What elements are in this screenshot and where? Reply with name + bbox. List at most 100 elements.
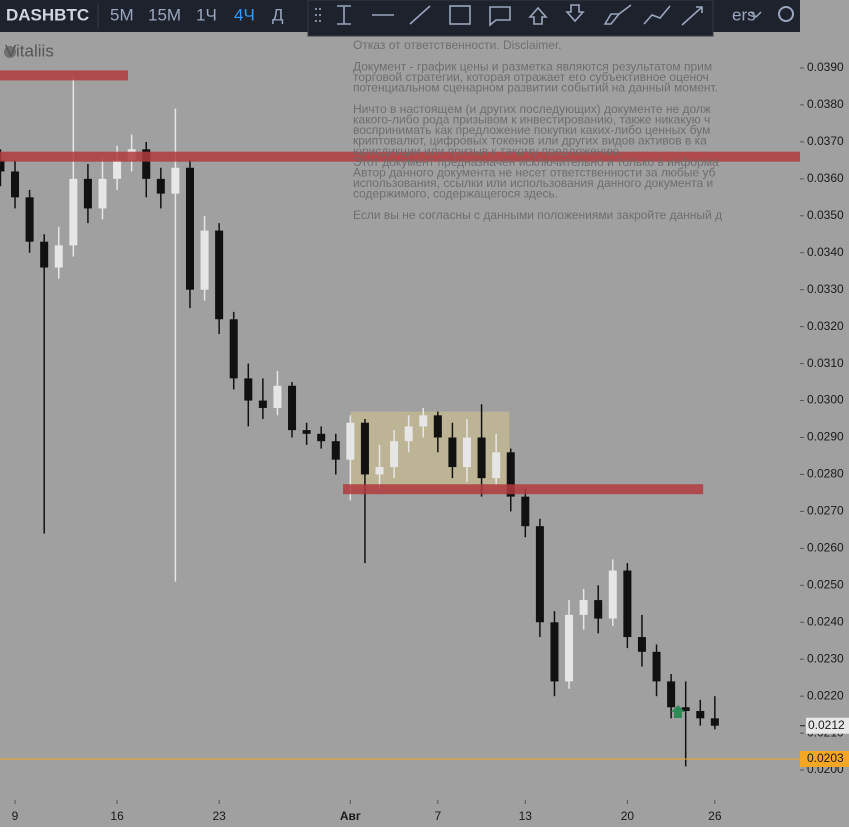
tool-path[interactable] — [643, 5, 671, 25]
tool-rectangle[interactable] — [449, 5, 471, 25]
x-tick-label: 7 — [434, 809, 441, 823]
y-tick-label: 0.0220 — [807, 688, 844, 702]
drawing-tools — [315, 4, 703, 27]
interval-button[interactable]: 5M — [110, 5, 134, 24]
candle-body — [521, 496, 530, 527]
symbol[interactable]: DASHBTC — [6, 5, 89, 24]
candle-body — [404, 426, 413, 442]
y-tick-label: 0.0280 — [807, 467, 844, 481]
last-price-label: 0.0212 — [808, 718, 845, 732]
candle-body — [346, 422, 355, 460]
y-tick-label: 0.0230 — [807, 651, 844, 665]
candle-body — [696, 710, 705, 719]
disclaimer: Отказ от ответственности. Disclaimer. Док… — [353, 38, 722, 222]
x-tick-label: 26 — [708, 809, 722, 823]
candle-body — [273, 385, 282, 408]
author[interactable]: Vitaliis — [5, 41, 54, 60]
candle-body — [215, 230, 224, 320]
candle-body — [477, 437, 486, 479]
tool-trendline[interactable] — [409, 5, 431, 25]
candle-body — [623, 570, 632, 638]
x-tick-label: 20 — [621, 809, 635, 823]
tool-callout[interactable] — [489, 6, 511, 27]
candle-body — [258, 400, 267, 408]
candle-body — [0, 160, 5, 172]
tool-cursor[interactable] — [337, 5, 351, 25]
y-tick-label: 0.0350 — [807, 208, 844, 222]
candle-body — [113, 160, 122, 179]
settings-icon[interactable] — [778, 6, 794, 22]
interval-button[interactable]: 15M — [148, 5, 181, 24]
candle-body — [244, 378, 253, 401]
indicators-button[interactable]: ers — [732, 5, 756, 24]
candle-body — [25, 197, 34, 242]
alert-label-box — [800, 750, 849, 767]
candle-body — [200, 230, 209, 290]
disclaimer-line: торговой стратегии, которая отражает его… — [353, 70, 709, 84]
candle-body — [667, 681, 676, 708]
candle-body — [710, 718, 719, 726]
dropdown-arrow[interactable] — [750, 11, 762, 19]
candle-body — [360, 422, 369, 475]
marker-arrow — [671, 705, 685, 718]
tool-brush[interactable] — [603, 4, 632, 25]
candle-body — [98, 178, 107, 209]
last-price-box — [806, 717, 849, 734]
disclaimer-line: Если вы не согласны с данными положениям… — [353, 208, 722, 222]
disclaimer-line: юрисдикции или призыв к такому предложен… — [353, 144, 622, 158]
disclaimer-line: Отказ от ответственности. Disclaimer. — [353, 38, 562, 52]
candle-body — [54, 245, 63, 268]
candle-body — [433, 415, 442, 438]
x-tick-label: 13 — [519, 809, 533, 823]
y-tick-label: 0.0250 — [807, 577, 844, 591]
interval-button[interactable]: Д — [272, 5, 284, 24]
candle-body — [637, 637, 646, 652]
candle-body — [156, 178, 165, 194]
y-tick-label: 0.0360 — [807, 171, 844, 185]
candle-body — [288, 385, 297, 431]
candle-body — [142, 149, 151, 179]
drag-handle[interactable] — [315, 8, 321, 22]
candle-body — [390, 441, 399, 468]
disclaimer-line: какого-либо рода призывом к инвестирован… — [353, 112, 710, 126]
disclaimer-line: криптовалют, цифровых токенов или других… — [353, 134, 707, 148]
candle-body — [419, 415, 428, 427]
y-tick-label: 0.0240 — [807, 614, 844, 628]
candle-body — [171, 167, 180, 194]
candle-body — [535, 526, 544, 623]
interval-button[interactable]: 1Ч — [196, 5, 217, 24]
x-tick-label: 16 — [110, 809, 124, 823]
candle-body — [652, 651, 661, 682]
alert-label: 0.0203 — [807, 751, 844, 765]
disclaimer-line: Этот документ предназначен исключительно… — [353, 155, 719, 169]
candle-body — [550, 622, 559, 682]
y-tick-label: 0.0310 — [807, 356, 844, 370]
level-line — [343, 484, 704, 495]
x-tick-label: 9 — [12, 809, 19, 823]
intervals: 5M 15M 1Ч 4Ч Д — [110, 5, 284, 24]
tool-arrow[interactable] — [681, 6, 703, 26]
x-tick-label: 23 — [212, 809, 226, 823]
tool-arrow-up[interactable] — [528, 6, 548, 25]
candle-body — [69, 178, 78, 246]
y-tick-label: 0.0320 — [807, 319, 844, 333]
candle-body — [185, 167, 194, 290]
candle-body — [83, 178, 92, 209]
x-tick-label: Авг — [340, 809, 361, 823]
y-tick-label: 0.0340 — [807, 245, 844, 259]
candle-body — [594, 600, 603, 619]
y-tick-label: 0.0390 — [807, 60, 844, 74]
candle-body — [11, 171, 20, 198]
candle-body — [448, 437, 457, 468]
price-axis — [800, 0, 849, 827]
y-tick-label: 0.0270 — [807, 504, 844, 518]
y-tick-label: 0.0260 — [807, 541, 844, 555]
author-icon — [4, 46, 16, 58]
y-tick-label: 0.0370 — [807, 134, 844, 148]
candle-body — [462, 437, 472, 468]
tool-arrow-down[interactable] — [565, 4, 585, 23]
candle-body — [608, 570, 617, 619]
y-tick-label: 0.0290 — [807, 430, 844, 444]
interval-button[interactable]: 4Ч — [234, 5, 255, 24]
